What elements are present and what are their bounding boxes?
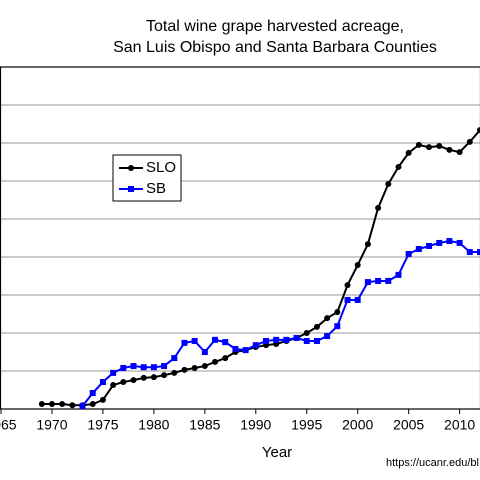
point <box>120 379 127 386</box>
point <box>222 355 229 362</box>
point <box>181 339 188 346</box>
point <box>150 364 157 371</box>
point <box>466 138 473 145</box>
point <box>344 296 351 303</box>
point <box>232 345 239 352</box>
x-tick-label: 1995 <box>291 417 322 433</box>
point <box>313 323 320 330</box>
point <box>375 204 382 211</box>
plot-frame <box>0 66 480 410</box>
point <box>161 363 168 370</box>
series-line <box>41 129 480 407</box>
point <box>436 143 443 150</box>
point <box>456 239 463 246</box>
point <box>212 336 219 343</box>
source-note: https://ucanr.edu/bl <box>386 457 479 469</box>
x-tick-label: 2000 <box>342 417 373 433</box>
point <box>283 336 290 343</box>
point <box>354 296 361 303</box>
point <box>303 330 310 336</box>
point <box>324 315 331 322</box>
legend-label: SLO <box>146 159 176 176</box>
point <box>191 337 198 344</box>
point <box>395 271 402 278</box>
point <box>38 401 45 408</box>
point <box>446 238 453 245</box>
point <box>150 374 157 381</box>
x-tick-label: 2010 <box>444 417 475 433</box>
chart-title: San Luis Obispo and Santa Barbara Counti… <box>113 39 437 56</box>
point <box>191 364 198 371</box>
legend-label: SB <box>146 180 166 197</box>
point <box>293 334 300 341</box>
point <box>354 261 361 268</box>
point <box>385 277 392 284</box>
point <box>48 401 55 408</box>
point <box>128 186 134 192</box>
point <box>395 163 402 170</box>
point <box>161 372 168 379</box>
point <box>262 337 269 344</box>
point <box>334 323 341 330</box>
point <box>201 363 208 370</box>
point <box>375 277 382 284</box>
point <box>385 181 392 188</box>
x-tick-label: 1990 <box>240 417 271 433</box>
point <box>181 366 188 373</box>
point <box>273 336 280 343</box>
x-tick-label: 1975 <box>87 417 118 433</box>
point <box>79 402 86 409</box>
point <box>110 382 117 389</box>
point <box>334 309 341 316</box>
point <box>222 339 229 346</box>
point <box>426 144 433 151</box>
point <box>128 165 134 171</box>
point <box>140 374 147 381</box>
x-tick-label: 1970 <box>36 417 67 433</box>
chart-title: Total wine grape harvested acreage, <box>146 18 404 35</box>
point <box>303 337 310 344</box>
point <box>171 369 178 376</box>
point <box>89 401 96 408</box>
point <box>313 337 320 344</box>
point <box>405 250 412 257</box>
point <box>201 349 208 355</box>
point <box>99 379 106 386</box>
point <box>130 363 137 370</box>
point <box>436 239 443 246</box>
point <box>110 369 117 376</box>
x-tick-label: 2005 <box>393 417 424 433</box>
series-line <box>81 240 480 407</box>
point <box>364 279 371 286</box>
point <box>426 242 433 249</box>
point <box>212 358 219 365</box>
point <box>242 347 249 354</box>
point <box>466 249 473 256</box>
point <box>252 342 259 349</box>
point <box>405 149 412 156</box>
point <box>344 282 351 289</box>
point <box>89 390 96 397</box>
point <box>364 241 371 248</box>
point <box>69 402 76 409</box>
point <box>140 364 147 371</box>
x-tick-label: 1980 <box>138 417 169 433</box>
point <box>120 364 127 371</box>
point <box>171 355 178 362</box>
point <box>415 246 422 253</box>
point <box>456 149 463 156</box>
point <box>446 146 453 153</box>
x-tick-label: 1965 <box>0 417 17 433</box>
point <box>59 401 66 408</box>
point <box>415 141 422 148</box>
point <box>477 249 480 256</box>
point <box>130 377 137 384</box>
point <box>324 333 331 340</box>
x-tick-label: 1985 <box>189 417 220 433</box>
x-axis-label: Year <box>262 444 292 461</box>
point <box>99 396 106 403</box>
legend-box <box>112 154 182 202</box>
point <box>477 127 480 134</box>
